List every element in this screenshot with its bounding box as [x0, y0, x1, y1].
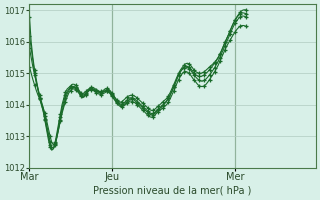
X-axis label: Pression niveau de la mer( hPa ): Pression niveau de la mer( hPa ) — [93, 186, 252, 196]
